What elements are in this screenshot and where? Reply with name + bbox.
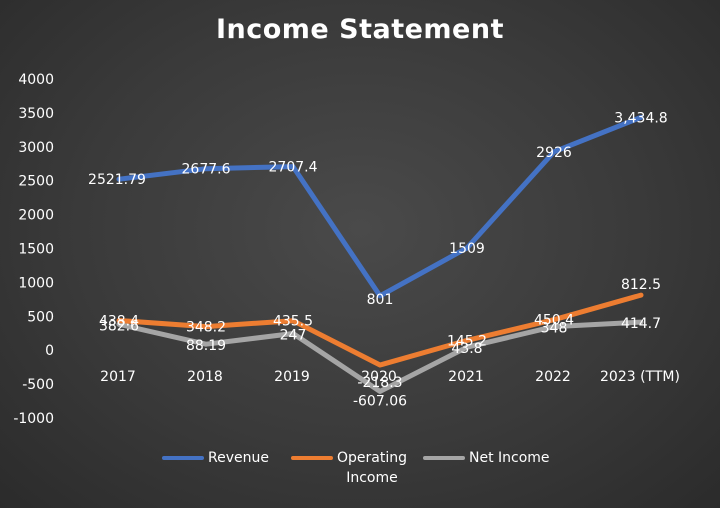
data-label-operating-income: 450.4 bbox=[534, 313, 574, 329]
data-label-operating-income: -218.3 bbox=[357, 375, 402, 391]
y-tick-label: 3500 bbox=[18, 106, 54, 122]
data-labels: 2521.79 2677.6 2707.4 801 1509 2926 3,434.8 438… bbox=[88, 110, 668, 409]
x-tick-label: 2023 (TTM) bbox=[600, 369, 680, 385]
legend-item-operating-income: Operating Income bbox=[290, 448, 407, 488]
data-label-net-income: 247 bbox=[280, 327, 307, 343]
data-label-revenue: 2677.6 bbox=[182, 162, 231, 178]
legend: Revenue Operating Income Net Income bbox=[162, 448, 550, 488]
data-label-net-income: 43.8 bbox=[451, 341, 482, 357]
legend-label-operating-income-line2: Income bbox=[346, 470, 398, 486]
series-line-net-income bbox=[116, 319, 644, 394]
data-label-revenue: 2707.4 bbox=[269, 160, 318, 176]
series-line-revenue bbox=[116, 114, 644, 299]
data-label-net-income: 348 bbox=[541, 321, 568, 337]
data-label-operating-income: 435.5 bbox=[273, 314, 313, 330]
y-tick-label: 0 bbox=[45, 343, 54, 359]
x-tick-label: 2022 bbox=[535, 369, 571, 385]
legend-label-operating-income: Operating Income bbox=[337, 448, 407, 488]
chart-title: Income Statement bbox=[215, 14, 505, 45]
legend-swatch-revenue bbox=[162, 456, 204, 460]
data-label-revenue: 2926 bbox=[536, 145, 572, 161]
x-axis: 2017 2018 2019 2020 2021 2022 2023 (TTM) bbox=[100, 369, 680, 385]
data-label-net-income: 88.19 bbox=[186, 338, 226, 354]
data-label-operating-income: 438.4 bbox=[99, 313, 139, 329]
series-line-operating-income bbox=[116, 292, 644, 368]
data-label-revenue: 1509 bbox=[449, 241, 485, 257]
x-tick-label: 2017 bbox=[100, 369, 136, 385]
x-tick-label: 2021 bbox=[448, 369, 484, 385]
legend-item-net-income: Net Income bbox=[422, 448, 550, 468]
data-label-net-income: -607.06 bbox=[353, 393, 407, 409]
legend-swatch-operating-income bbox=[290, 456, 333, 460]
x-tick-label: 2020 bbox=[361, 369, 397, 385]
data-label-operating-income: 348.2 bbox=[186, 320, 226, 336]
y-tick-label: 2500 bbox=[18, 174, 54, 190]
legend-label-operating-income-line1: Operating bbox=[336, 450, 407, 466]
data-label-revenue: 3,434.8 bbox=[614, 110, 667, 126]
y-tick-label: 1500 bbox=[18, 242, 54, 258]
data-label-revenue: 801 bbox=[367, 292, 394, 308]
data-label-net-income: 382.6 bbox=[99, 318, 139, 334]
data-label-net-income: 414.7 bbox=[621, 316, 661, 332]
series-lines bbox=[116, 114, 644, 394]
data-label-operating-income: 145.2 bbox=[447, 333, 487, 349]
legend-swatch-net-income bbox=[422, 456, 465, 460]
y-tick-label: 500 bbox=[27, 309, 54, 325]
data-label-operating-income: 812.5 bbox=[621, 277, 661, 293]
y-tick-label: -500 bbox=[22, 377, 54, 393]
y-axis: 4000 3500 3000 2500 2000 1500 1000 500 0 -500 -100… bbox=[13, 72, 54, 427]
legend-label-revenue: Revenue bbox=[208, 450, 269, 466]
y-tick-label: 3000 bbox=[18, 140, 54, 156]
y-tick-label: -1000 bbox=[13, 411, 54, 427]
y-tick-label: 4000 bbox=[18, 72, 54, 88]
y-tick-label: 1000 bbox=[18, 275, 54, 291]
data-label-revenue: 2521.79 bbox=[88, 172, 146, 188]
legend-label-net-income: Net Income bbox=[468, 450, 550, 466]
x-tick-label: 2018 bbox=[187, 369, 223, 385]
legend-item-revenue: Revenue bbox=[162, 448, 269, 468]
y-tick-label: 2000 bbox=[18, 208, 54, 224]
x-tick-label: 2019 bbox=[274, 369, 310, 385]
